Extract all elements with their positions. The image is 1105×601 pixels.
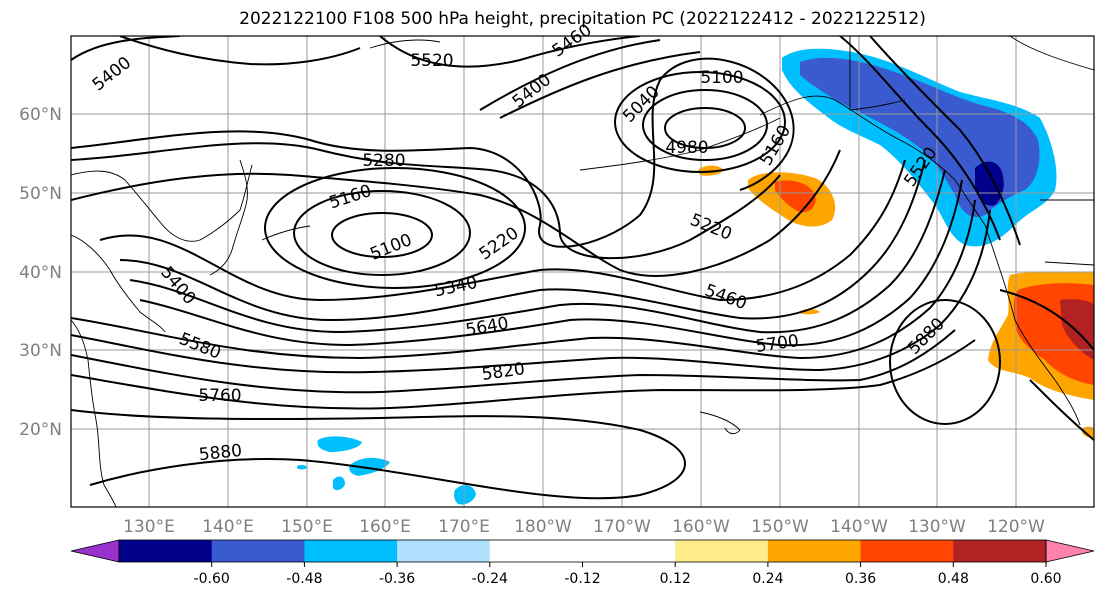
colorbar: -0.60 -0.48 -0.36 -0.24 -0.12 0.12 0.24 0.36 0.4… xyxy=(70,539,1095,587)
colorbar-tick-label: -0.12 xyxy=(564,571,600,587)
latitude-label: 40°N xyxy=(19,263,62,283)
colorbar-extension-high xyxy=(1045,539,1095,563)
colorbar-swatch xyxy=(675,540,769,562)
chart-title: 2022122100 F108 500 hPa height, precipit… xyxy=(239,9,926,29)
longitude-label: 170°E xyxy=(438,517,490,537)
longitude-label: 130°E xyxy=(123,517,175,537)
colorbar-swatch xyxy=(211,540,305,562)
colorbar-tick-label: -0.60 xyxy=(194,571,230,587)
longitude-label: 180°W xyxy=(514,517,572,537)
colorbar-swatch xyxy=(860,540,954,562)
precipitation-shading xyxy=(297,48,1094,505)
latitude-label: 60°N xyxy=(19,105,62,125)
latitude-labels: 60°N 50°N 40°N 30°N 20°N xyxy=(19,105,62,440)
colorbar-extension-low xyxy=(70,539,120,563)
negative-precip-area xyxy=(454,485,476,505)
colorbar-swatch xyxy=(304,540,398,562)
positive-precip-area xyxy=(1060,299,1094,360)
colorbar-swatch xyxy=(582,540,676,562)
latitude-label: 50°N xyxy=(19,184,62,204)
contour-label: 5520 xyxy=(410,51,453,71)
longitude-label: 160°W xyxy=(672,517,730,537)
colorbar-tick-label: 0.48 xyxy=(938,571,969,587)
graticule xyxy=(71,36,1094,507)
negative-precip-area xyxy=(333,476,345,491)
positive-precip-area xyxy=(775,180,816,213)
colorbar-tick-label: 0.12 xyxy=(660,571,691,587)
longitude-label: 140°W xyxy=(830,517,888,537)
colorbar-swatch xyxy=(767,540,862,562)
colorbar-swatch xyxy=(953,540,1047,562)
positive-precip-area xyxy=(1082,426,1094,438)
colorbar-tick-label: 0.24 xyxy=(752,571,783,587)
contour-label: 5760 xyxy=(198,386,241,406)
map-frame xyxy=(70,35,1095,508)
negative-precip-area xyxy=(297,464,307,470)
longitude-label: 150°W xyxy=(751,517,809,537)
colorbar-tick-label: -0.48 xyxy=(286,571,322,587)
longitude-label: 160°E xyxy=(359,517,411,537)
latitude-label: 30°N xyxy=(19,341,62,361)
contour-label: 5100 xyxy=(700,68,743,88)
longitude-label: 120°W xyxy=(987,517,1045,537)
contour-label: 5280 xyxy=(362,151,405,171)
negative-precip-area xyxy=(349,457,390,476)
latitude-label: 20°N xyxy=(19,420,62,440)
negative-precip-area xyxy=(975,161,1004,206)
negative-precip-area xyxy=(317,436,362,452)
longitude-label: 130°W xyxy=(908,517,966,537)
longitude-labels: 130°E 140°E 150°E 160°E 170°E 180°W 170°W 160°W… xyxy=(123,517,1045,537)
colorbar-swatch xyxy=(397,540,491,562)
colorbar-swatch xyxy=(489,540,583,562)
colorbar-tick-label: -0.36 xyxy=(379,571,415,587)
longitude-label: 170°W xyxy=(593,517,651,537)
height-contours xyxy=(71,36,1094,500)
colorbar-tick-label: 0.60 xyxy=(1030,571,1061,587)
longitude-label: 140°E xyxy=(202,517,254,537)
contour-label: 4980 xyxy=(665,138,708,158)
coastlines xyxy=(71,36,1094,507)
colorbar-tick-label: 0.36 xyxy=(845,571,876,587)
colorbar-swatch xyxy=(119,540,213,562)
colorbar-tick-label: -0.24 xyxy=(472,571,508,587)
contour-label: 5880 xyxy=(198,441,243,465)
longitude-label: 150°E xyxy=(281,517,333,537)
